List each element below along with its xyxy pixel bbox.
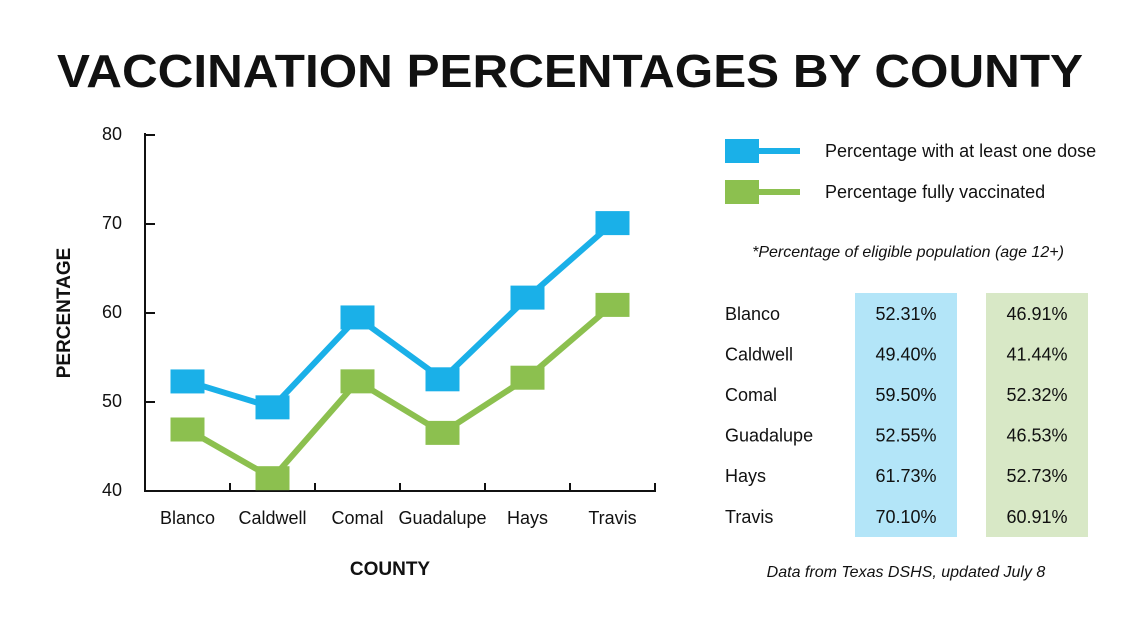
table-row-label: Guadalupe (725, 426, 813, 446)
table-cell: 61.73% (875, 466, 936, 486)
table-cell: 49.40% (875, 344, 936, 364)
table-cell: 52.73% (1006, 466, 1067, 486)
y-tick-label: 80 (102, 124, 122, 144)
x-axis-title: COUNTY (350, 559, 431, 580)
line (186, 220, 615, 411)
table-row-label: Comal (725, 385, 777, 405)
x-tick-label: Blanco (160, 508, 215, 528)
table-cell: 41.44% (1006, 344, 1067, 364)
marker (170, 417, 205, 442)
table-cell: 46.53% (1006, 426, 1067, 446)
marker (340, 369, 375, 394)
x-tick-label: Travis (588, 508, 636, 528)
table-row-label: Hays (725, 466, 766, 486)
x-tick-label: Hays (507, 508, 548, 528)
table-column (986, 293, 1088, 537)
legend-marker (725, 180, 759, 204)
table-cell: 70.10% (875, 507, 936, 527)
marker (510, 365, 545, 390)
table-cell: 52.31% (875, 304, 936, 324)
table-cell: 52.32% (1006, 385, 1067, 405)
table-row-label: Travis (725, 507, 773, 527)
marker (595, 292, 630, 317)
x-tick-label: Guadalupe (398, 508, 486, 528)
line (186, 302, 615, 483)
chart-title: VACCINATION PERCENTAGES BY COUNTY (57, 45, 1083, 97)
x-tick-label: Caldwell (238, 508, 306, 528)
table-cell: 46.91% (1006, 304, 1067, 324)
y-tick-label: 60 (102, 302, 122, 322)
y-tick-label: 50 (102, 391, 122, 411)
note: *Percentage of eligible population (age … (752, 244, 1064, 261)
marker (255, 466, 290, 491)
table-cell: 52.55% (875, 426, 936, 446)
marker (425, 420, 460, 445)
source: Data from Texas DSHS, updated July 8 (767, 564, 1046, 581)
y-axis-title: PERCENTAGE (54, 248, 75, 379)
marker (170, 369, 205, 394)
legend-label: Percentage with at least one dose (825, 141, 1096, 161)
y-tick-label: 70 (102, 213, 122, 233)
y-tick-label: 40 (102, 480, 122, 500)
table-row-label: Caldwell (725, 344, 793, 364)
table-cell: 59.50% (875, 385, 936, 405)
legend-marker (725, 139, 759, 163)
legend-label: Percentage fully vaccinated (825, 182, 1045, 202)
x-tick-label: Comal (331, 508, 383, 528)
table-row-label: Blanco (725, 304, 780, 324)
marker (340, 305, 375, 330)
table-column (855, 293, 957, 537)
table-cell: 60.91% (1006, 507, 1067, 527)
marker (595, 211, 630, 236)
marker (425, 367, 460, 392)
marker (510, 285, 545, 310)
marker (255, 395, 290, 420)
